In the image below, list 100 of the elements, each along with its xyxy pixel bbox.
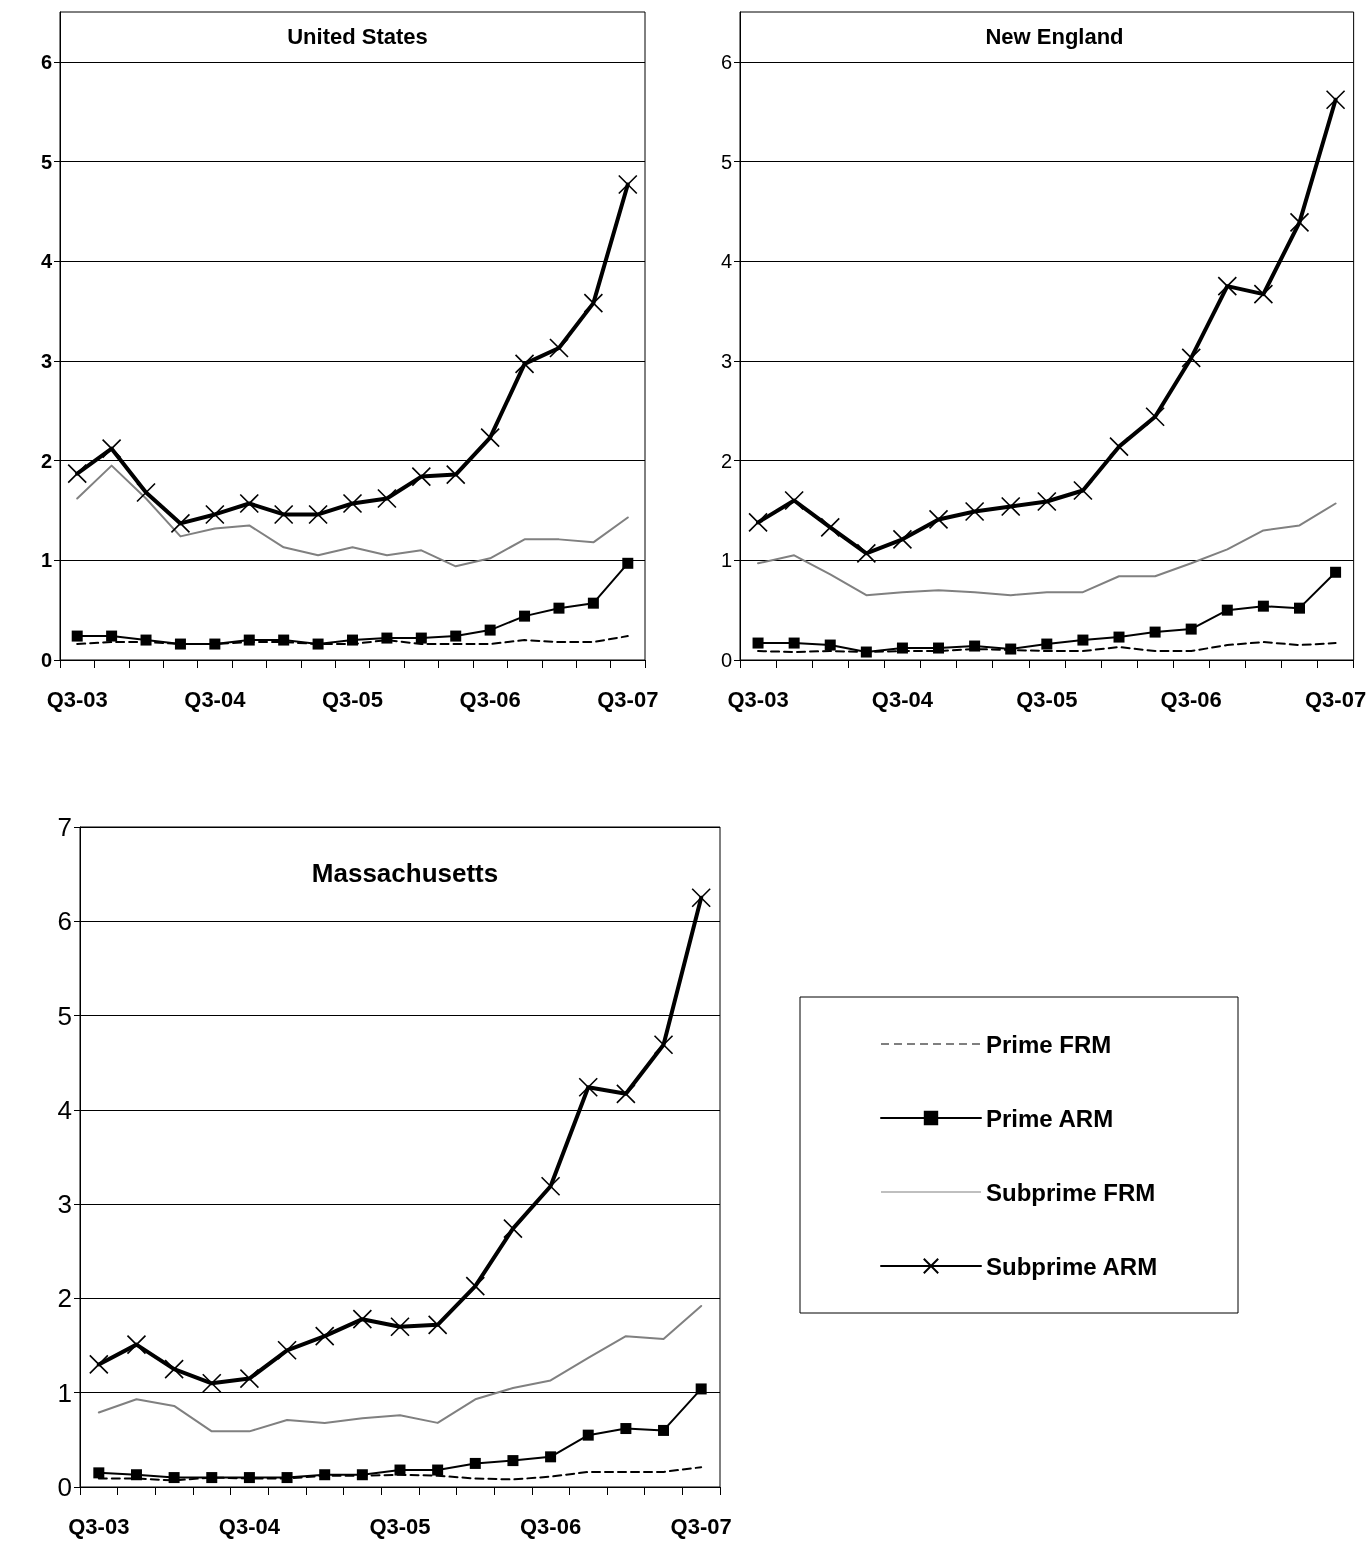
point — [469, 1457, 481, 1469]
point — [1253, 284, 1274, 304]
y-tick-label: 1 — [720, 549, 732, 572]
point — [319, 1469, 331, 1481]
point — [1181, 348, 1201, 368]
y-tick-label: 5 — [40, 150, 52, 173]
x-tick-label: Q3-03 — [68, 1513, 130, 1539]
point — [820, 517, 841, 538]
legend-label: Subprime ARM — [986, 1252, 1158, 1280]
point — [1185, 623, 1197, 635]
y-tick-label: 5 — [57, 1000, 72, 1031]
y-tick-label: 4 — [720, 250, 732, 273]
point — [71, 630, 83, 642]
point — [381, 632, 393, 644]
point — [445, 464, 466, 485]
point — [415, 632, 427, 644]
y-tick-label: 3 — [720, 349, 732, 372]
point — [784, 490, 804, 511]
point — [691, 887, 711, 908]
point — [308, 504, 328, 525]
point — [390, 1316, 410, 1337]
y-tick-label: 0 — [40, 649, 52, 671]
point — [617, 174, 638, 195]
point — [411, 466, 432, 487]
point — [748, 512, 768, 533]
point — [201, 1373, 222, 1394]
point — [1330, 566, 1342, 578]
point — [427, 1315, 448, 1335]
y-tick-label: 6 — [40, 50, 52, 73]
x-tick-label: Q3-05 — [321, 686, 384, 712]
point — [928, 509, 949, 530]
point — [1293, 602, 1305, 614]
point — [540, 1176, 561, 1197]
point — [620, 1423, 632, 1435]
point — [1149, 626, 1161, 638]
point — [352, 1309, 373, 1329]
x-tick-label: Q3-03 — [727, 686, 789, 712]
y-tick-label: 4 — [57, 1094, 72, 1125]
point — [1325, 89, 1346, 110]
point — [106, 630, 118, 642]
point — [514, 354, 535, 374]
point — [278, 634, 290, 646]
x-tick-label: Q3-04 — [184, 686, 247, 712]
text: United States — [287, 23, 428, 49]
point — [587, 597, 599, 609]
legend-label: Subprime FRM — [986, 1178, 1156, 1206]
x-tick-label: Q3-06 — [1160, 686, 1222, 712]
point — [1109, 436, 1129, 457]
point — [174, 638, 186, 650]
point — [347, 634, 358, 646]
line-series — [76, 464, 629, 568]
point — [136, 482, 156, 503]
point — [578, 1077, 599, 1098]
x-tick-label: Q3-05 — [369, 1513, 431, 1539]
point — [377, 488, 397, 509]
text: New England — [985, 23, 1124, 49]
x-tick-label: Q3-06 — [459, 686, 521, 712]
point — [126, 1334, 147, 1355]
point — [616, 1084, 636, 1104]
point — [480, 427, 500, 448]
x-tick-label: Q3-06 — [520, 1513, 582, 1539]
y-tick-label: 3 — [40, 349, 52, 372]
point — [503, 1218, 523, 1239]
point — [209, 638, 221, 650]
point — [583, 293, 604, 313]
y-tick-label: 3 — [57, 1189, 72, 1220]
x-tick-label: Q3-07 — [1305, 686, 1367, 712]
text: Massachusetts — [311, 858, 499, 888]
point — [1217, 276, 1238, 296]
point — [1005, 643, 1017, 655]
y-tick-label: 4 — [40, 250, 53, 273]
x-tick-label: Q3-03 — [46, 686, 108, 712]
y-tick-label: 1 — [40, 549, 52, 572]
y-tick-label: 7 — [57, 812, 72, 842]
point — [140, 634, 152, 646]
point — [281, 1472, 293, 1484]
y-tick-label: 0 — [57, 1472, 72, 1502]
line-series — [757, 502, 1337, 597]
point — [342, 493, 363, 514]
point — [484, 624, 496, 636]
point — [239, 493, 260, 514]
point — [549, 338, 569, 358]
point — [432, 1464, 444, 1476]
legend-label: Prime ARM — [986, 1104, 1114, 1132]
point — [164, 1359, 184, 1379]
point — [1077, 634, 1089, 646]
point — [622, 557, 634, 569]
x-tick-label: Q3-05 — [1016, 686, 1078, 712]
x-tick-label: Q3-04 — [871, 686, 934, 712]
y-tick-label: 2 — [720, 449, 732, 472]
point — [752, 637, 764, 649]
point — [277, 1340, 297, 1361]
legend-label: Prime FRM — [986, 1030, 1112, 1058]
y-tick-label: 0 — [720, 649, 732, 671]
y-tick-label: 2 — [57, 1283, 72, 1314]
point — [239, 1368, 260, 1389]
point — [1037, 491, 1057, 512]
point — [130, 1469, 142, 1481]
point — [1257, 600, 1269, 612]
point — [243, 634, 255, 646]
